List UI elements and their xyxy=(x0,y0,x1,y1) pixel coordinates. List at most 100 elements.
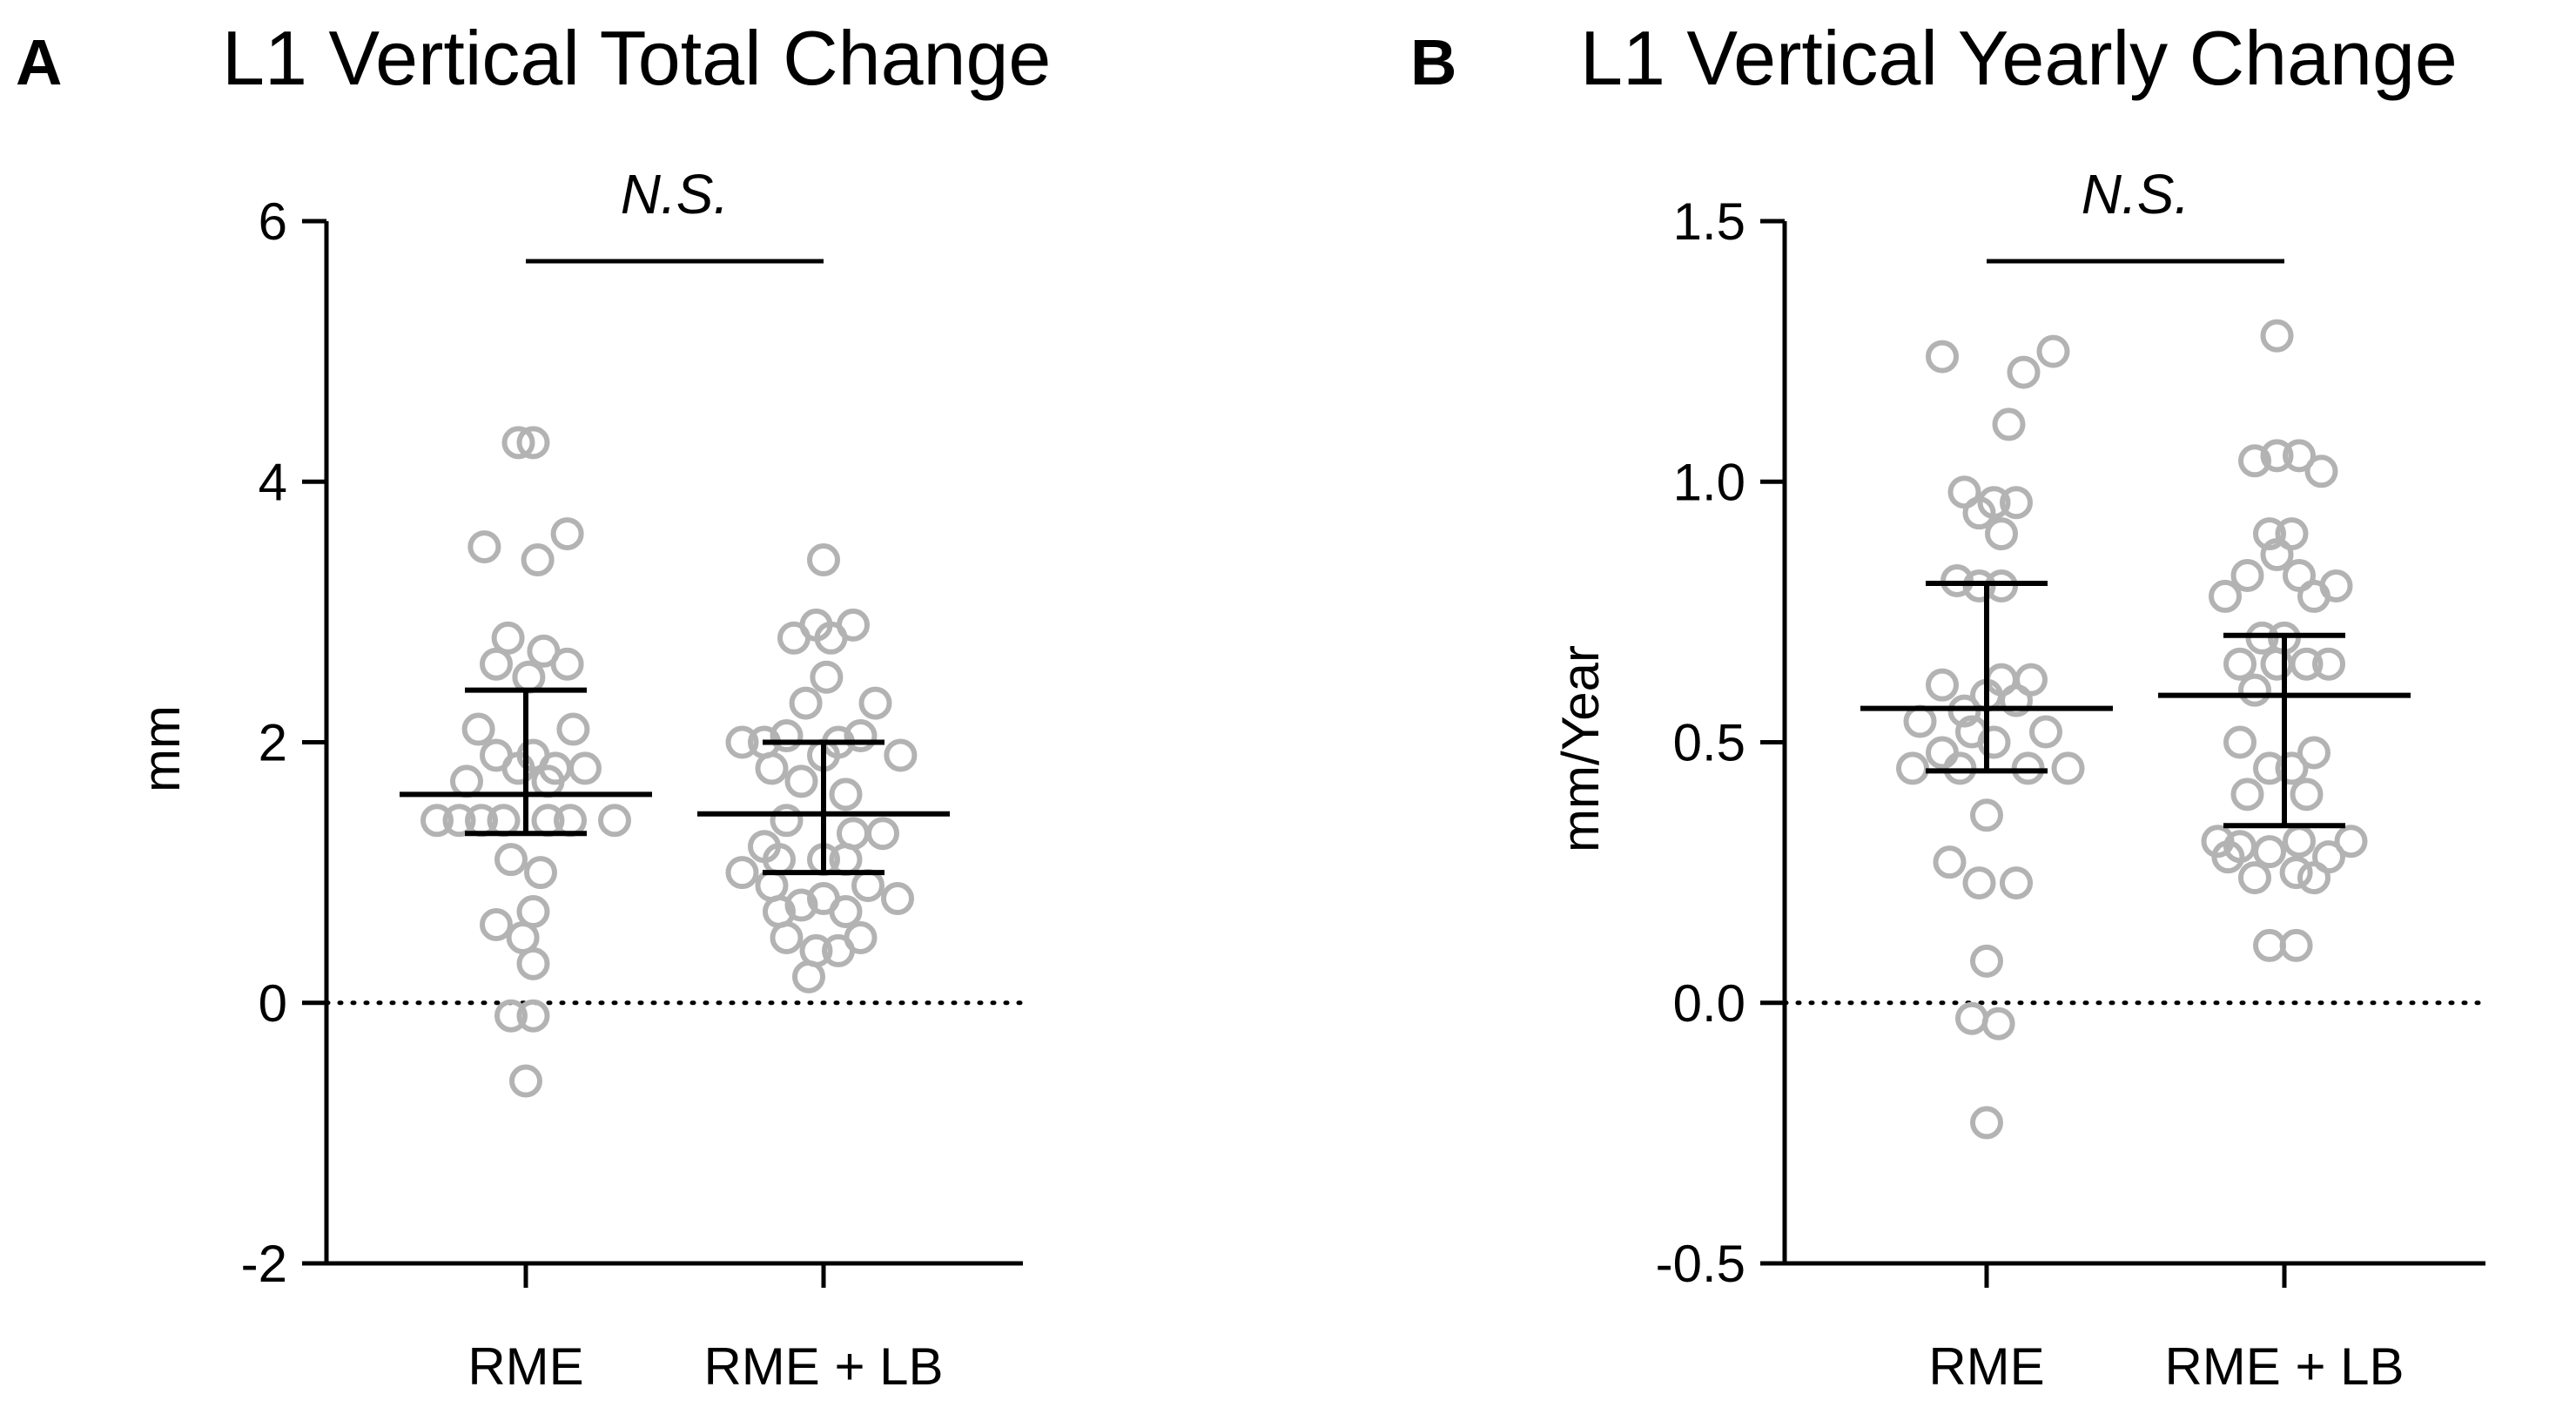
panel-b-data-point xyxy=(2036,334,2070,368)
panel-b-y-tick-label: -0.5 xyxy=(1656,1235,1745,1293)
panel-a-data-point xyxy=(822,933,855,967)
panel-b-title: L1 Vertical Yearly Change xyxy=(1580,15,2458,101)
panel-b-y-tick-label: 1.5 xyxy=(1673,192,1745,251)
panel-a-data-point xyxy=(866,817,899,851)
panel-b-data-point xyxy=(2230,778,2264,811)
panel-b-data-point xyxy=(1926,668,1959,702)
panel-a-data-point xyxy=(516,999,550,1033)
panel-b-data-point xyxy=(1985,517,2018,551)
panel-a-data-point xyxy=(501,426,535,460)
panel-b-letter: B xyxy=(1410,26,1456,98)
panel-a-data-point xyxy=(725,856,759,890)
panel-a-y-tick-label: -2 xyxy=(241,1235,287,1293)
panel-b-y-tick-label: 1.0 xyxy=(1673,453,1745,511)
panel-a-y-tick-label: 4 xyxy=(259,453,287,511)
panel-a-data-point xyxy=(550,647,584,681)
panel-a-data-point xyxy=(810,660,844,694)
panel-a-y-tick-label: 2 xyxy=(259,714,287,772)
panel-a-data-point xyxy=(789,686,823,720)
panel-b-data-point xyxy=(2223,647,2257,681)
panel-a-data-point xyxy=(881,882,914,916)
panel-a-data-point xyxy=(770,719,804,753)
panel-b-data-point xyxy=(2029,715,2062,749)
panel-b-data-point xyxy=(2290,647,2324,681)
panel-a-data-point xyxy=(858,686,892,720)
panel-b-data-point xyxy=(2051,751,2085,785)
panel-a-data-point xyxy=(829,778,863,811)
panel-a-data-point xyxy=(884,738,918,772)
panel-b-significance-label: N.S. xyxy=(2082,163,2189,226)
panel-b-data-point xyxy=(1926,340,1959,374)
panel-b-data-point xyxy=(2275,751,2309,785)
panel-a-significance-label: N.S. xyxy=(621,163,729,226)
panel-a-data-point xyxy=(480,907,513,941)
panel-b-data-point xyxy=(2238,673,2271,707)
panel-b-data-point xyxy=(1962,496,1996,530)
panel-b-data-point xyxy=(2283,439,2316,473)
panel-a-data-point xyxy=(420,804,454,838)
panel-b-data-point xyxy=(1970,944,2003,978)
panel-b-data-point xyxy=(1981,1007,2015,1040)
panel-b-data-point xyxy=(2211,840,2245,874)
panel-b-data-point xyxy=(2297,579,2331,613)
panel-b-data-point xyxy=(1977,725,2011,759)
panel-a-y-axis-label: mm xyxy=(132,705,191,792)
panel-b-data-point xyxy=(2000,683,2033,717)
panel-a-data-point xyxy=(784,764,818,798)
panel-b-data-point xyxy=(2209,579,2242,613)
panel-a-data-point xyxy=(556,712,590,746)
panel-b-data-point xyxy=(2238,444,2271,478)
panel-b-data-point xyxy=(2260,319,2294,353)
panel-b-data-point xyxy=(1933,845,1967,879)
panel-b-data-point xyxy=(1970,1106,2003,1140)
panel-b-data-point xyxy=(2297,861,2331,895)
panel-b-data-point xyxy=(2260,439,2294,473)
panel-a-data-point xyxy=(550,517,584,551)
panel-a-data-point xyxy=(777,621,810,655)
panel-b-data-point xyxy=(2223,725,2257,759)
panel-b-data-point xyxy=(2297,736,2331,770)
panel-a-data-point xyxy=(516,426,550,460)
panel-a-data-point xyxy=(491,621,525,655)
panel-b-data-point xyxy=(2279,856,2313,890)
panel-a-data-point xyxy=(844,719,878,753)
panel-a-data-point xyxy=(480,647,513,681)
panel-a: A L1 Vertical Total Change mm -2 0 2 4 6 RME R… xyxy=(16,15,1051,1396)
panel-b-data-point xyxy=(1962,866,1996,900)
panel-a-data-point xyxy=(509,1064,542,1098)
panel-a-data-point xyxy=(814,621,848,655)
panel-b-data-point xyxy=(2253,517,2286,551)
panel-b-data-point xyxy=(2260,538,2294,572)
panel-a-data-point xyxy=(524,856,557,890)
panel-b-y-tick-label: 0.5 xyxy=(1673,714,1745,772)
panel-a-data-point xyxy=(467,530,501,564)
panel-b-data-point xyxy=(2253,835,2286,869)
panel-a-data-point xyxy=(770,804,804,838)
panel-b-data-point xyxy=(2304,454,2338,488)
panel-a-data-point xyxy=(568,751,602,785)
panel-a-x-tick-label: RME xyxy=(467,1337,583,1396)
panel-b-data-point xyxy=(2279,928,2313,962)
panel-b-data-point xyxy=(1992,407,2026,441)
panel-a-data-point xyxy=(755,751,789,785)
panel-b-data-point xyxy=(1970,798,2003,832)
panel-b-data-point xyxy=(2334,825,2368,858)
panel-b-data-point xyxy=(2000,866,2033,900)
panel-a-data-point xyxy=(521,543,555,577)
panel-a-x-tick-label: RME + LB xyxy=(703,1337,943,1396)
panel-b-data-point xyxy=(2312,647,2345,681)
panel-b-data-point xyxy=(2230,558,2264,592)
panel-b-data-point xyxy=(2000,486,2033,520)
panel-a-data-point xyxy=(516,946,550,980)
panel-a-data-point xyxy=(770,920,804,954)
panel-a-title: L1 Vertical Total Change xyxy=(222,15,1051,101)
panel-b-data-point xyxy=(2290,778,2324,811)
panel-b: B L1 Vertical Yearly Change mm/Year -0.5… xyxy=(1410,15,2488,1396)
panel-a-data-point xyxy=(598,804,631,838)
panel-a-data-point xyxy=(494,843,528,877)
panel-b-y-tick-label: 0.0 xyxy=(1673,974,1745,1033)
panel-b-marks: -0.5 0.0 0.5 1.0 1.5 RME RME + LB N.S. xyxy=(1656,163,2488,1396)
panel-a-data-point xyxy=(829,895,863,929)
panel-a-letter: A xyxy=(16,26,62,98)
